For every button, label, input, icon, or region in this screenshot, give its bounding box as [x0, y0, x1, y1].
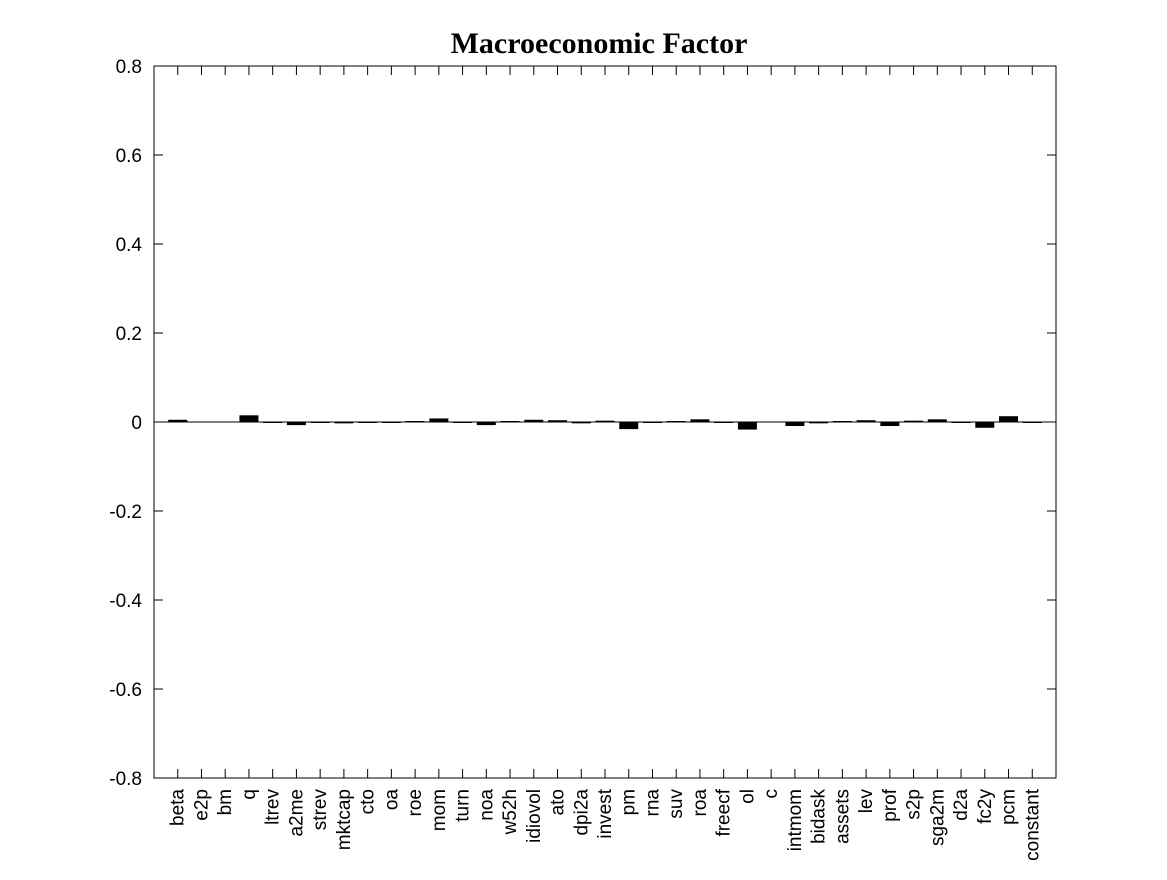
x-tick-label: q: [239, 789, 260, 800]
bar: [381, 422, 401, 423]
x-tick-label: ol: [737, 789, 758, 804]
x-tick-label: bidask: [809, 789, 830, 844]
bar: [975, 422, 995, 428]
x-tick-label: roe: [405, 789, 426, 816]
y-tick-label: 0.6: [116, 146, 142, 167]
y-tick-label: 0.8: [116, 57, 142, 78]
x-tick-label: dpi2a: [571, 789, 592, 836]
bar: [880, 422, 900, 427]
y-tick-label: 0: [131, 413, 142, 434]
x-tick-label: idiovol: [524, 789, 545, 843]
bar: [524, 419, 544, 422]
bar: [310, 422, 330, 423]
bar: [239, 415, 259, 422]
y-tick-label: 0.4: [116, 235, 143, 256]
x-tick-label: d2a: [951, 789, 972, 821]
x-tick-label: suv: [666, 789, 687, 819]
bar: [476, 422, 496, 426]
bar: [737, 422, 757, 430]
x-tick-label: beta: [168, 789, 189, 826]
y-tick-label: -0.2: [109, 502, 142, 523]
bar: [453, 422, 473, 423]
bar: [809, 422, 829, 424]
x-tick-label: roa: [690, 789, 711, 817]
x-tick-label: ltrev: [263, 789, 284, 825]
bar: [951, 422, 971, 423]
x-tick-label: oa: [381, 789, 402, 811]
bar: [548, 420, 568, 422]
x-tick-label: rna: [642, 789, 663, 817]
x-tick-label: noa: [476, 789, 497, 821]
bar: [927, 419, 947, 422]
x-tick-label: cto: [358, 789, 379, 814]
x-tick-label: lev: [856, 789, 877, 814]
bar: [904, 420, 924, 422]
bar: [690, 419, 710, 422]
x-tick-label: fc2y: [975, 789, 996, 824]
bar: [405, 421, 425, 422]
bar: [334, 422, 354, 424]
bar: [1022, 422, 1042, 423]
bar: [642, 422, 662, 423]
bar: [714, 422, 734, 423]
x-tick-label: s2p: [904, 789, 925, 820]
bar: [619, 422, 639, 430]
x-tick-label: invest: [595, 788, 616, 838]
bar: [429, 418, 449, 422]
x-tick-label: pm: [619, 789, 640, 815]
bar: [286, 422, 306, 426]
x-tick-label: assets: [832, 789, 853, 844]
bar: [168, 419, 188, 422]
x-tick-label: pcm: [999, 789, 1020, 825]
y-tick-label: 0.2: [116, 324, 142, 345]
y-tick-label: -0.4: [109, 591, 142, 612]
x-tick-label: prof: [880, 788, 901, 821]
bar: [666, 421, 686, 422]
x-tick-label: freecf: [714, 788, 735, 836]
chart-title: Macroeconomic Factor: [451, 27, 748, 60]
x-tick-label: a2me: [286, 789, 307, 837]
x-tick-label: intmom: [785, 789, 806, 851]
x-tick-label: mktcap: [334, 789, 355, 850]
bars: [168, 415, 1042, 430]
bar: [595, 420, 615, 422]
x-tick-label: w52h: [500, 789, 521, 835]
y-tick-label: -0.8: [109, 769, 142, 790]
bar: [999, 416, 1019, 422]
x-tick-label: turn: [453, 789, 474, 822]
bar: [263, 422, 283, 423]
bar: [500, 421, 520, 422]
x-tick-label: sga2m: [927, 789, 948, 846]
bar: [832, 421, 852, 422]
x-tick-label: constant: [1022, 788, 1043, 861]
y-tick-label: -0.6: [109, 680, 142, 701]
bar: [785, 422, 805, 427]
x-tick-label: strev: [310, 789, 331, 831]
bar: [571, 422, 591, 424]
x-tick-label: mom: [429, 789, 450, 831]
bar: [856, 420, 876, 422]
x-tick-label: e2p: [191, 789, 212, 821]
bar: [358, 422, 378, 423]
x-tick-label: bm: [215, 789, 236, 815]
x-tick-label: ato: [548, 789, 569, 815]
x-tick-label: c: [761, 789, 782, 799]
